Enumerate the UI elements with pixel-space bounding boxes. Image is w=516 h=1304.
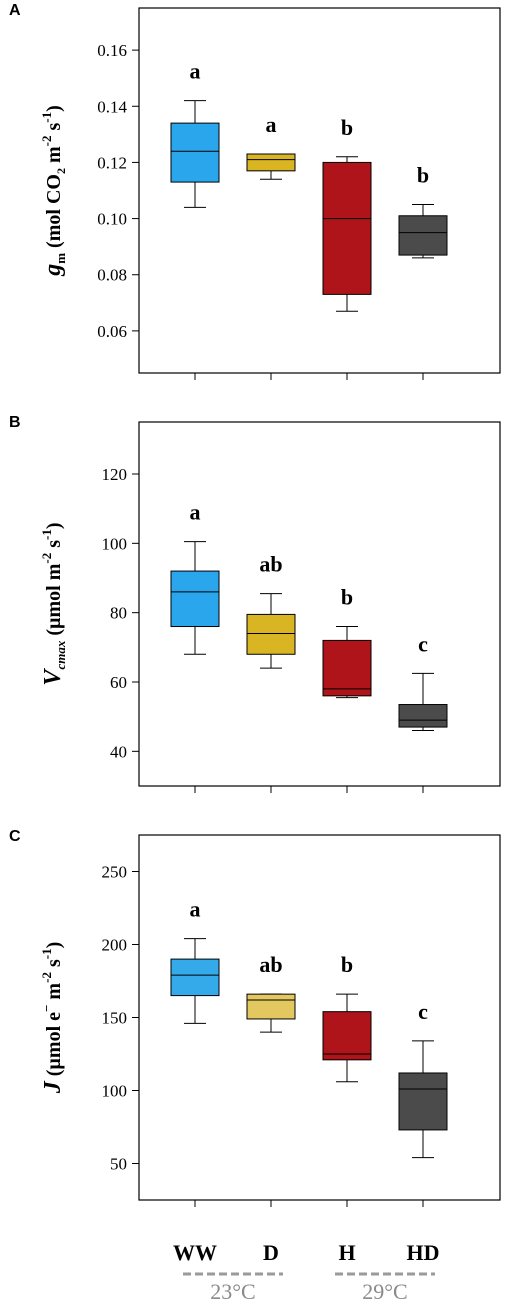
y-axis-label: J (µmol e− m-2 s-1) [39,942,66,1095]
plot-frame [138,834,501,1201]
box-d: ab [246,952,296,1033]
box-iqr [398,1072,448,1131]
panel-label-c: C [9,828,21,845]
box-d: a [246,112,296,180]
y-tick-label: 40 [110,742,127,761]
plot-frame [138,421,501,787]
box-h: b [322,585,372,699]
category-label-h: H [338,1240,355,1265]
significance-letter: ab [259,552,282,577]
temperature-label-1: 23°C [210,1279,255,1304]
y-tick-label: 200 [102,936,128,955]
significance-letter: c [418,999,428,1024]
category-label-d: D [263,1240,279,1265]
y-tick-label: 150 [102,1009,128,1028]
box-iqr [322,1011,372,1061]
y-tick-label: 60 [110,673,127,692]
significance-letter: a [190,897,201,922]
category-label-hd: HD [407,1240,440,1265]
y-axis-label: Vcmax (µmol m-2 s-1) [39,522,68,685]
y-axis-label: gm (mol CO2 m-2 s-1) [39,105,68,277]
box-h: b [322,952,372,1083]
box-iqr [170,570,220,628]
box-iqr [246,993,296,1020]
y-tick-label: 0.06 [97,322,127,341]
significance-letter: c [418,631,428,656]
significance-letter: b [341,585,353,610]
y-tick-label: 250 [102,863,128,882]
temperature-label-2: 29°C [362,1279,407,1304]
box-hd: c [398,999,448,1159]
significance-letter: b [341,115,353,140]
panel-label-b: B [9,414,21,431]
box-h: b [322,115,372,312]
panel-a: 0.06 0.08 0.10 0.12 0.14 0.16 gm (mol CO2 m-2 … [39,7,501,380]
y-tick-label: 0.10 [97,210,127,229]
box-d: ab [246,552,296,669]
box-hd: c [398,631,448,732]
y-tick-label: 0.12 [97,153,127,172]
plot-frame [138,7,501,374]
box-ww: a [170,59,220,208]
box-iqr [170,122,220,183]
significance-letter: a [190,500,201,525]
y-tick-label: 0.14 [97,97,127,116]
significance-letter: a [190,59,201,84]
panel-b: 40 60 80 100 120 Vcmax (µmol m-2 s-1) a ab b c [39,421,501,793]
category-label-ww: WW [173,1240,217,1265]
y-tick-label: 100 [102,534,128,553]
box-iqr [398,704,448,728]
y-tick-label: 100 [102,1082,128,1101]
box-hd: b [398,163,448,259]
box-iqr [246,613,296,655]
y-tick-label: 0.16 [97,41,127,60]
box-iqr [170,958,220,997]
panel-label-a: A [9,2,21,19]
box-iqr [398,215,448,256]
significance-letter: b [417,163,429,188]
box-ww: a [170,897,220,1024]
panel-c: 50 100 150 200 250 J (µmol e− m-2 s-1) a ab b c [39,834,501,1207]
y-tick-label: 120 [102,465,128,484]
y-tick-label: 50 [110,1155,127,1174]
significance-letter: ab [259,952,282,977]
box-ww: a [170,500,220,655]
significance-letter: b [341,952,353,977]
y-tick-label: 0.08 [97,266,127,285]
y-tick-label: 80 [110,604,127,623]
box-iqr [322,639,372,697]
box-iqr [322,161,372,295]
significance-letter: a [266,112,277,137]
box-iqr [246,153,296,172]
